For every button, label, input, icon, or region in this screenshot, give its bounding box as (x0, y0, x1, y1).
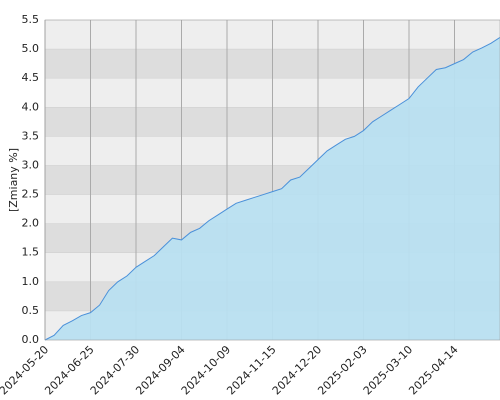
y-tick-label: 3.0 (22, 158, 40, 171)
y-tick-label: 4.5 (22, 71, 40, 84)
y-tick-label: 0.5 (22, 304, 40, 317)
y-tick-label: 4.0 (22, 100, 40, 113)
y-tick-label: 2.0 (22, 217, 40, 230)
y-tick-label: 1.0 (22, 275, 40, 288)
y-tick-label: 5.0 (22, 42, 40, 55)
y-tick-label: 3.5 (22, 129, 40, 142)
y-tick-label: 1.5 (22, 246, 40, 259)
y-tick-label: 5.5 (22, 13, 40, 26)
y-tick-label: 0.0 (22, 333, 40, 346)
plot-frame (44, 19, 500, 341)
x-tick-label: 2025-04-14 (406, 343, 460, 397)
line (44, 37, 500, 341)
y-tick-label: 2.5 (22, 188, 40, 201)
y-axis-label: [Zmiany %] (7, 148, 20, 212)
